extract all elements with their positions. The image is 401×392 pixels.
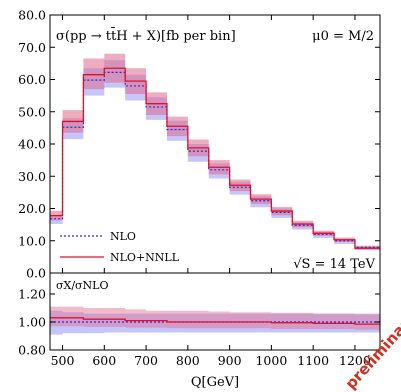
ratio-panel: 0.80 1.00 1.20 500 600 700 800 900 1000 1100 1200… bbox=[18, 272, 381, 368]
ratio-y-tick-label: 1.20 bbox=[18, 287, 46, 302]
main-x-ticks bbox=[62, 15, 356, 273]
main-panel: 0.0 10.0 20.0 30.0 40.0 50.0 60.0 70.0 80.0 σ(pp… bbox=[18, 8, 381, 281]
process-title: σ(pp → tt̄H + X)[fb per bin] bbox=[56, 27, 236, 44]
x-tick-label: 500 bbox=[51, 353, 75, 368]
ratio-lines bbox=[50, 317, 380, 325]
x-tick-label: 700 bbox=[134, 353, 158, 368]
legend-nlo-label: NLO bbox=[110, 230, 136, 243]
main-y-tick-label: 70.0 bbox=[18, 40, 46, 55]
x-tick-label: 800 bbox=[176, 353, 200, 368]
main-y-tick-label: 20.0 bbox=[18, 201, 46, 216]
nnll-band bbox=[50, 53, 380, 250]
ratio-y-tick-label: 1.00 bbox=[18, 315, 46, 330]
x-axis-label: Q[GeV] bbox=[191, 375, 239, 390]
main-y-tick-label: 0.0 bbox=[26, 266, 46, 281]
main-y-ticks: 0.0 10.0 20.0 30.0 40.0 50.0 60.0 70.0 80.0 bbox=[18, 8, 380, 281]
ratio-frame bbox=[49, 272, 381, 351]
ratio-y-tick-label: 0.80 bbox=[18, 343, 46, 358]
main-bands bbox=[50, 53, 380, 250]
main-y-tick-label: 10.0 bbox=[18, 233, 46, 248]
main-y-tick-label: 40.0 bbox=[18, 137, 46, 152]
x-tick-label: 600 bbox=[92, 353, 116, 368]
ratio-y-ticks: 0.80 1.00 1.20 bbox=[18, 287, 380, 358]
ratio-ylabel: σX/σNLO bbox=[56, 279, 109, 292]
main-lines bbox=[50, 67, 380, 249]
x-tick-label: 1100 bbox=[297, 353, 329, 368]
ratio-bands bbox=[50, 306, 380, 335]
ratio-nnll-line bbox=[50, 317, 380, 325]
main-y-tick-label: 30.0 bbox=[18, 169, 46, 184]
ratio-nnll-band bbox=[50, 306, 380, 330]
nnll-line bbox=[50, 67, 380, 249]
energy-label: √S = 14 TeV bbox=[293, 257, 375, 272]
legend-nnll-label: NLO+NNLL bbox=[110, 251, 180, 264]
legend: NLO NLO+NNLL bbox=[60, 230, 180, 264]
x-tick-label: 1000 bbox=[255, 353, 287, 368]
scale-label: μ0 = M/2 bbox=[312, 29, 374, 44]
x-tick-label: 1200 bbox=[339, 353, 371, 368]
ratio-x-ticks: 500 600 700 800 900 1000 1100 1200 bbox=[51, 345, 371, 368]
main-y-tick-label: 50.0 bbox=[18, 104, 46, 119]
ratio-nlo-band bbox=[50, 310, 380, 335]
x-tick-label: 900 bbox=[218, 353, 242, 368]
main-y-tick-label: 60.0 bbox=[18, 72, 46, 87]
nlo-line bbox=[50, 71, 380, 248]
main-y-tick-label: 80.0 bbox=[18, 8, 46, 23]
